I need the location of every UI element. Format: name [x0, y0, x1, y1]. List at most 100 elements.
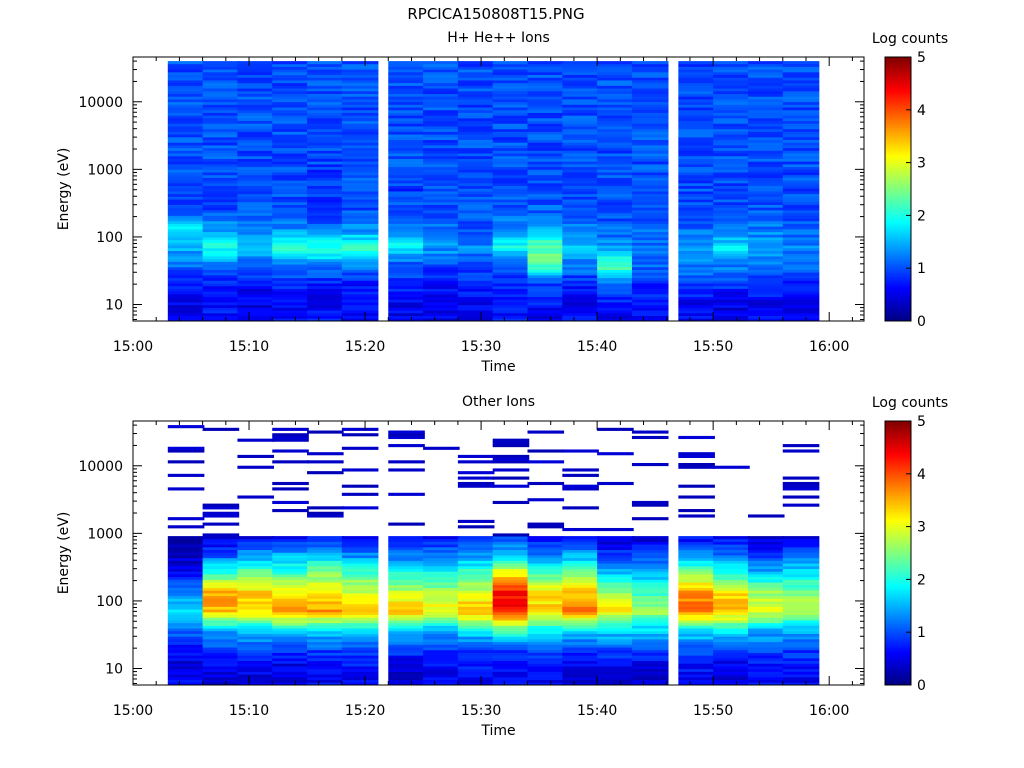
heatmap-cell	[492, 196, 530, 200]
heatmap-cell	[562, 582, 599, 586]
heatmap-cell	[341, 628, 379, 632]
heatmap-cell	[631, 302, 669, 306]
heatmap-cell	[713, 266, 750, 270]
heatmap-cell	[782, 239, 820, 243]
heatmap-cell	[782, 660, 820, 664]
heatmap-cell	[457, 242, 495, 246]
heatmap-cell	[527, 647, 565, 651]
heatmap-cell	[237, 671, 274, 675]
heatmap-cell	[678, 161, 715, 165]
heatmap-cell	[631, 153, 669, 157]
heatmap-cell	[388, 177, 425, 181]
heatmap-cell	[307, 101, 344, 105]
heatmap-cell	[782, 218, 820, 222]
heatmap-cell	[457, 193, 495, 197]
heatmap-cell	[713, 220, 750, 224]
heatmap-cell	[713, 166, 750, 170]
heatmap-cell	[237, 676, 274, 680]
heatmap-cell	[202, 153, 240, 157]
heatmap-cell	[492, 88, 530, 92]
heatmap-cell	[423, 191, 460, 195]
heatmap-cell	[713, 611, 750, 616]
heatmap-cell	[713, 120, 750, 124]
heatmap-cell	[202, 145, 240, 149]
heatmap-cell	[423, 587, 460, 591]
heatmap-cell	[527, 430, 565, 434]
heatmap-cell	[631, 150, 669, 154]
heatmap-cell	[782, 484, 820, 488]
heatmap-cell	[388, 304, 425, 308]
heatmap-cell	[237, 131, 274, 135]
heatmap-cell	[272, 288, 309, 292]
heatmap-cell	[713, 595, 750, 599]
heatmap-cell	[237, 237, 274, 241]
heatmap-cell	[202, 123, 240, 127]
heatmap-cell	[782, 245, 820, 249]
heatmap-cell	[388, 109, 425, 113]
heatmap-cell	[562, 101, 599, 105]
heatmap-cell	[237, 555, 274, 559]
heatmap-cell	[202, 655, 240, 659]
heatmap-cell	[597, 427, 634, 431]
heatmap-cell	[202, 69, 240, 73]
heatmap-cell	[237, 536, 274, 540]
heatmap-cell	[237, 109, 274, 113]
heatmap-cell	[562, 207, 599, 211]
heatmap-cell	[202, 595, 240, 599]
heatmap-cell	[747, 74, 785, 78]
heatmap-cell	[747, 199, 785, 203]
colorbar-step	[885, 520, 911, 523]
heatmap-cell	[713, 210, 750, 214]
heatmap-cell	[747, 228, 785, 233]
heatmap-cell	[678, 576, 715, 580]
heatmap-cell	[167, 272, 205, 276]
heatmap-cell	[562, 304, 599, 308]
heatmap-cell	[202, 109, 240, 113]
heatmap-cell	[631, 285, 669, 289]
heatmap-cell	[457, 264, 495, 268]
colorbar-step	[885, 561, 911, 565]
heatmap-cell	[341, 223, 379, 227]
heatmap-cell	[782, 172, 820, 176]
heatmap-cell	[272, 180, 309, 184]
heatmap-cell	[237, 582, 274, 586]
heatmap-cell	[631, 609, 669, 613]
heatmap-cell	[167, 647, 205, 651]
heatmap-cell	[527, 544, 565, 548]
heatmap-cell	[457, 549, 495, 553]
heatmap-cell	[747, 557, 785, 561]
colorbar-step	[885, 136, 911, 139]
heatmap-cell	[782, 571, 820, 575]
heatmap-cell	[782, 299, 820, 303]
heatmap-cell	[597, 657, 634, 662]
heatmap-cell	[631, 107, 669, 111]
heatmap-cell	[202, 85, 240, 89]
heatmap-cell	[747, 611, 785, 616]
heatmap-cell	[237, 598, 274, 602]
heatmap-cell	[527, 80, 565, 84]
heatmap-cell	[631, 104, 669, 108]
heatmap-cell	[713, 182, 750, 187]
heatmap-cell	[272, 312, 309, 316]
heatmap-cell	[272, 250, 309, 254]
heatmap-cell	[492, 223, 530, 227]
heatmap-cell	[272, 310, 309, 314]
heatmap-cell	[341, 126, 379, 130]
heatmap-cell	[167, 630, 205, 634]
heatmap-cell	[202, 61, 240, 65]
heatmap-cell	[782, 180, 820, 184]
heatmap-cell	[747, 574, 785, 578]
heatmap-cell	[747, 587, 785, 591]
heatmap-cell	[423, 163, 460, 168]
heatmap-cell	[423, 115, 460, 119]
heatmap-cell	[341, 541, 379, 545]
heatmap-cell	[562, 117, 599, 122]
heatmap-cell	[307, 274, 344, 279]
heatmap-cell	[167, 112, 205, 116]
heatmap-cell	[713, 71, 750, 76]
y-axis-label: Energy (eV)	[56, 512, 72, 595]
heatmap-cell	[597, 304, 634, 308]
heatmap-cell	[307, 228, 344, 233]
heatmap-cell	[597, 256, 634, 260]
heatmap-cell	[272, 536, 309, 540]
